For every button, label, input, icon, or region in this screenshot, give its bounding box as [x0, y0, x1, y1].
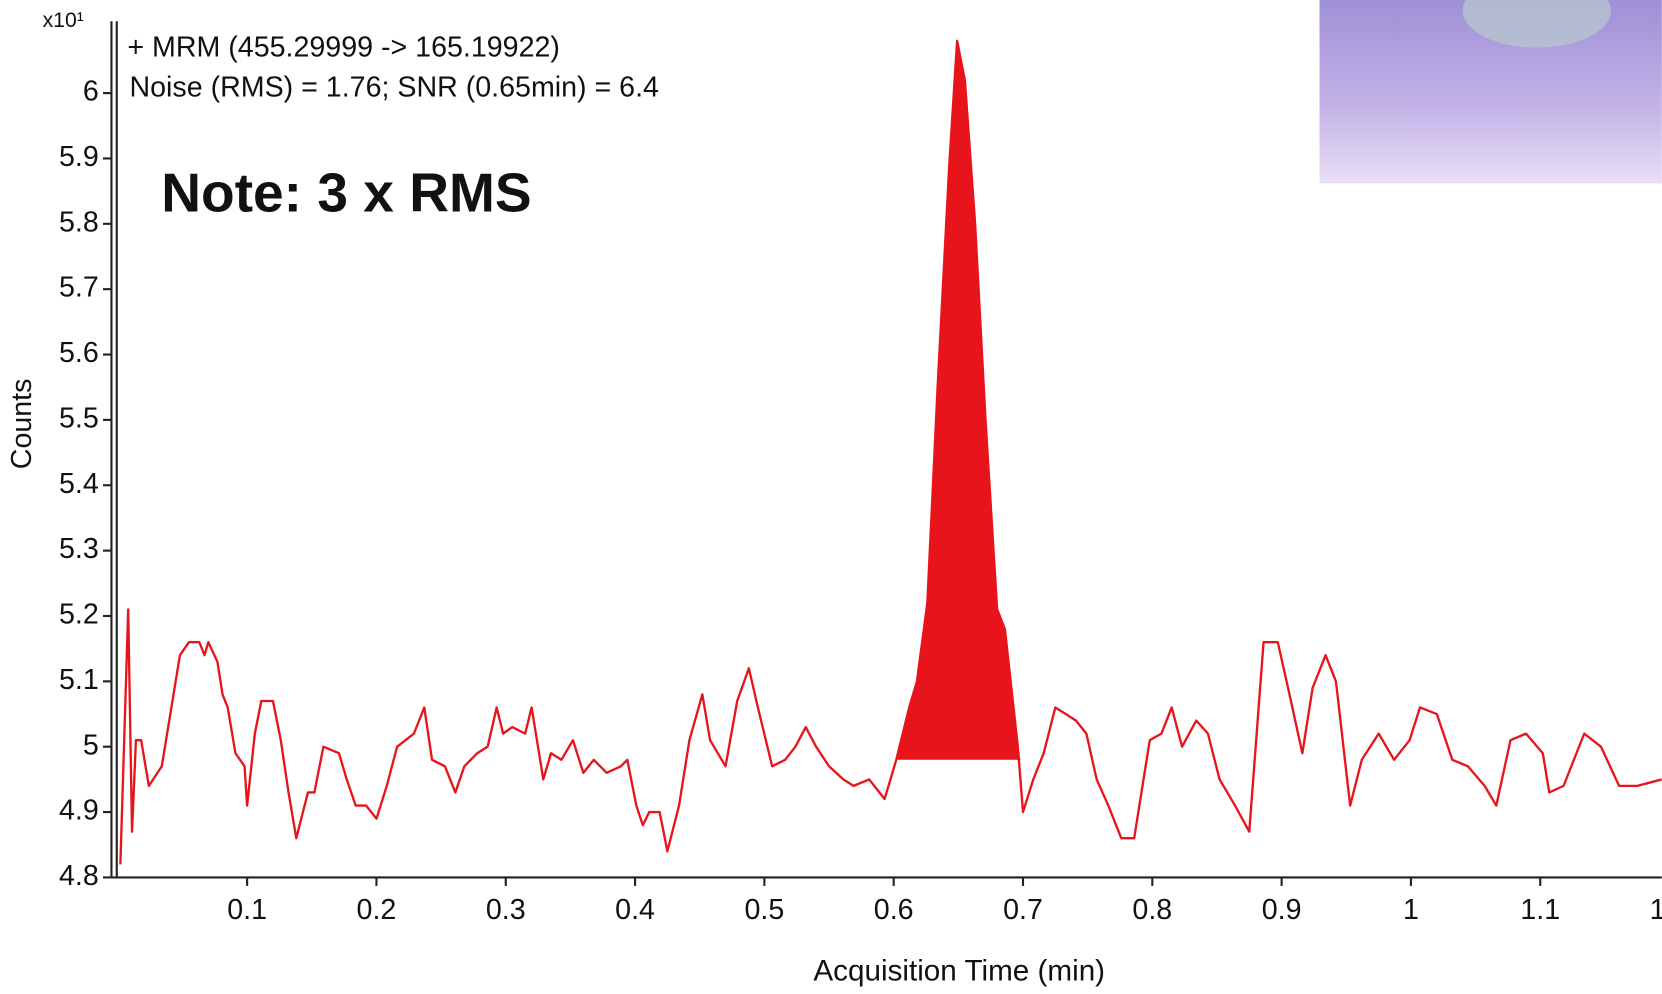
y-tick-label: 5.5 [59, 402, 99, 434]
y-tick-label: 5.7 [59, 272, 99, 304]
annotation: Noise (RMS) = 1.76; SNR (0.65min) = 6.4 [129, 72, 659, 104]
multiplier: x10¹ [43, 9, 84, 32]
x-tick-label: 0.4 [615, 894, 655, 926]
signal-line [119, 39, 1662, 865]
x-tick-label: 1.1 [1520, 894, 1560, 926]
x-tick-label: 0.2 [357, 894, 397, 926]
x-tick-label: 1.2 [1650, 894, 1662, 926]
y-tick-label: 6 [83, 76, 99, 108]
y-tick-label: 5.8 [59, 206, 99, 238]
x-tick-label: 0.9 [1262, 894, 1302, 926]
x-tick-label: 0.8 [1132, 894, 1172, 926]
annotation: + MRM (455.29999 -> 165.19922) [127, 31, 560, 63]
x-tick-label: 0.1 [227, 894, 267, 926]
y-tick-label: 4.8 [59, 860, 99, 892]
x-tick-label: 0.7 [1003, 894, 1043, 926]
y-tick-label: 5 [83, 729, 99, 761]
y-axis-label: Counts [6, 379, 38, 470]
peak-area [896, 40, 1021, 760]
note: Note: 3 x RMS [161, 162, 531, 224]
x-tick-label: 0.5 [744, 894, 784, 926]
y-tick-label: 5.9 [59, 141, 99, 173]
x-tick-label: 0.6 [874, 894, 914, 926]
photo-cloud [1462, 0, 1611, 48]
y-tick-label: 5.6 [59, 337, 99, 369]
x-axis-label: Acquisition Time (min) [813, 955, 1105, 988]
y-tick-label: 4.9 [59, 795, 99, 827]
y-tick-label: 5.4 [59, 468, 99, 500]
y-tick-label: 5.3 [59, 533, 99, 565]
x-tick-label: 1 [1403, 894, 1419, 926]
y-tick-label: 5.2 [59, 599, 99, 631]
y-tick-label: 5.1 [59, 664, 99, 696]
x-tick-label: 0.3 [486, 894, 526, 926]
